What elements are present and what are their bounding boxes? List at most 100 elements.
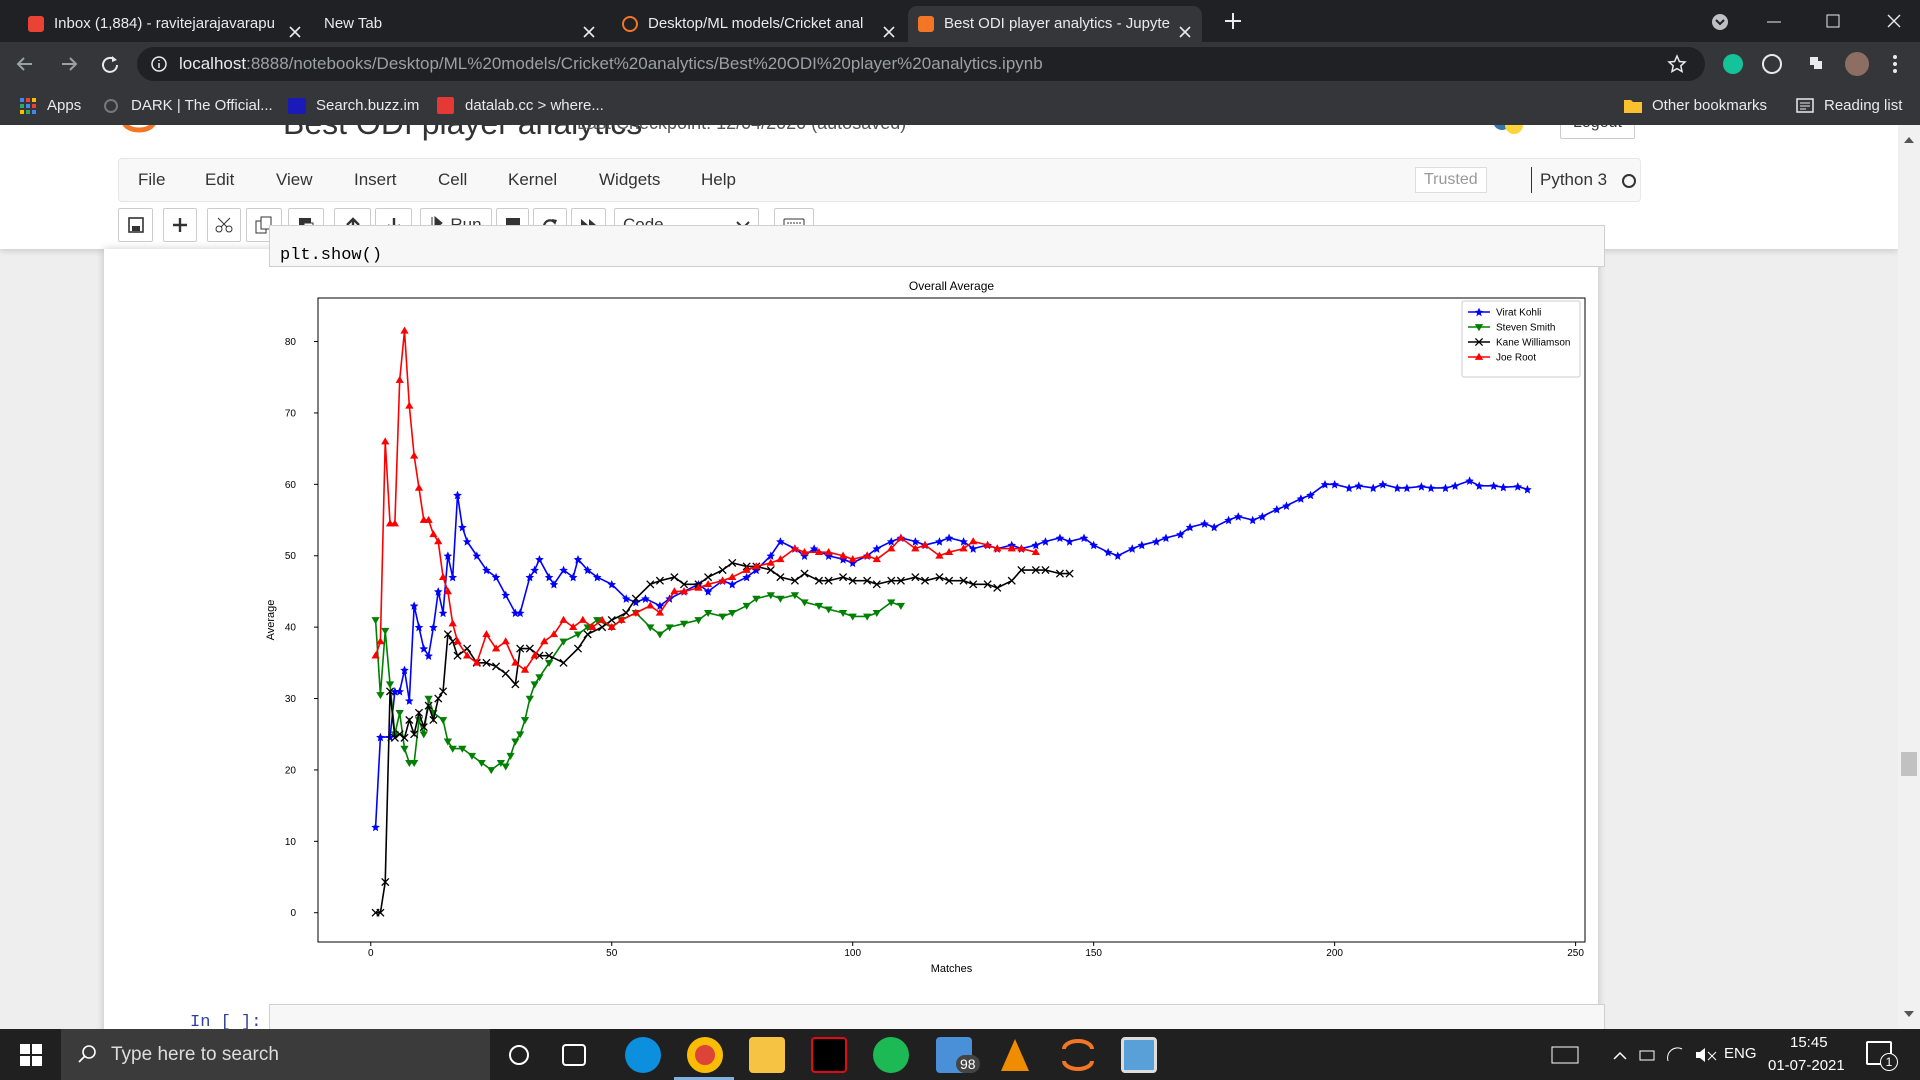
marker bbox=[872, 580, 881, 589]
notebook-title[interactable]: Best ODI player analytics bbox=[283, 125, 642, 142]
nav-buttons[interactable] bbox=[14, 52, 124, 76]
marker bbox=[944, 547, 954, 555]
task-view[interactable] bbox=[562, 1044, 586, 1066]
marker bbox=[959, 537, 968, 546]
marker bbox=[718, 565, 727, 575]
marker bbox=[703, 610, 713, 618]
spotify-icon[interactable] bbox=[873, 1037, 909, 1073]
trusted-indicator[interactable]: Trusted bbox=[1415, 167, 1487, 193]
marker bbox=[742, 565, 751, 573]
code-cell[interactable]: plt.show() bbox=[269, 225, 1605, 267]
tab[interactable]: Desktop/ML models/Cricket anal bbox=[612, 6, 906, 42]
menu-item[interactable]: Cell bbox=[438, 170, 468, 189]
bookmark[interactable]: Apps bbox=[47, 97, 82, 114]
marker bbox=[530, 565, 539, 575]
reading-list[interactable]: Reading list bbox=[1824, 97, 1903, 114]
marker bbox=[371, 651, 380, 659]
marker bbox=[1055, 569, 1064, 578]
marker bbox=[549, 579, 559, 589]
mail-icon[interactable]: 98 bbox=[936, 1037, 980, 1073]
menu-item[interactable]: Insert bbox=[354, 170, 397, 189]
marker bbox=[434, 537, 443, 545]
omnibox[interactable]: localhost:8888/notebooks/Desktop/ML%20mo… bbox=[137, 47, 1705, 81]
search-box[interactable]: Type here to search bbox=[61, 1029, 490, 1080]
language[interactable]: ENG bbox=[1724, 1045, 1757, 1062]
marker bbox=[776, 595, 785, 603]
bookmark[interactable]: datalab.cc > where... bbox=[465, 97, 604, 114]
plot-frame bbox=[317, 297, 1586, 943]
clock-date[interactable]: 01-07-2021 bbox=[1768, 1057, 1845, 1074]
logout-button[interactable]: Logout bbox=[1560, 125, 1635, 139]
cut-button[interactable] bbox=[207, 208, 241, 242]
menu-item[interactable]: Edit bbox=[205, 170, 235, 189]
bookmark-folder[interactable]: Other bookmarks bbox=[1652, 97, 1768, 114]
system-tray[interactable] bbox=[1550, 1045, 1720, 1065]
bookmark[interactable]: DARK | The Official... bbox=[131, 97, 273, 114]
marker bbox=[424, 515, 433, 523]
marker bbox=[448, 572, 458, 582]
photos-icon[interactable] bbox=[1121, 1037, 1157, 1073]
marker bbox=[1200, 519, 1209, 528]
legend-box bbox=[1461, 300, 1581, 378]
start-button[interactable] bbox=[20, 1044, 42, 1066]
marker bbox=[1441, 483, 1450, 493]
menu-item[interactable]: View bbox=[276, 170, 313, 189]
notifications[interactable]: 1 bbox=[1866, 1041, 1898, 1071]
close-icon[interactable] bbox=[1178, 17, 1192, 42]
marker bbox=[968, 544, 978, 553]
marker bbox=[1474, 481, 1484, 491]
new-tab-button[interactable] bbox=[1222, 10, 1244, 32]
marker bbox=[1007, 544, 1016, 552]
chrome-icon[interactable] bbox=[687, 1037, 723, 1073]
marker bbox=[1489, 481, 1498, 491]
marker bbox=[434, 694, 443, 703]
marker bbox=[578, 615, 587, 623]
empty-cell[interactable] bbox=[269, 1004, 1605, 1029]
vlc-icon[interactable] bbox=[997, 1037, 1033, 1073]
marker bbox=[443, 630, 452, 639]
marker bbox=[838, 551, 848, 559]
marker bbox=[935, 551, 944, 559]
tab-active[interactable]: Best ODI player analytics - Jupyte bbox=[908, 6, 1202, 42]
menu-item[interactable]: Kernel bbox=[508, 170, 558, 189]
marker bbox=[501, 763, 510, 771]
marker bbox=[679, 580, 689, 589]
marker bbox=[414, 622, 424, 632]
close-icon[interactable] bbox=[582, 17, 596, 42]
marker bbox=[1450, 481, 1460, 491]
window-controls[interactable] bbox=[1710, 10, 1910, 34]
save-button[interactable] bbox=[118, 208, 153, 242]
tab[interactable]: New Tab bbox=[312, 6, 606, 42]
extensions[interactable] bbox=[1720, 51, 1915, 77]
menu-item[interactable]: Widgets bbox=[599, 170, 661, 189]
close-icon[interactable] bbox=[288, 17, 302, 42]
menu-item[interactable]: Help bbox=[701, 170, 736, 189]
clock-time[interactable]: 15:45 bbox=[1790, 1034, 1828, 1051]
close-icon[interactable] bbox=[882, 17, 896, 42]
marker bbox=[887, 599, 896, 607]
marker bbox=[568, 572, 578, 582]
scroll-thumb[interactable] bbox=[1901, 752, 1917, 776]
marker bbox=[544, 660, 554, 668]
chart-title: Overall Average bbox=[909, 279, 994, 293]
insert-cell-button[interactable] bbox=[163, 208, 197, 242]
marker bbox=[463, 651, 472, 659]
taskbar: Type here to search 98 ENG 15:45 01-07-2… bbox=[0, 1029, 1920, 1080]
tab[interactable]: Inbox (1,884) - ravitejarajavarapu bbox=[18, 6, 312, 42]
marker bbox=[646, 624, 655, 632]
menu-item[interactable]: File bbox=[138, 170, 166, 189]
marker bbox=[621, 594, 631, 603]
marker bbox=[1513, 482, 1523, 491]
marker bbox=[1306, 490, 1315, 500]
marker bbox=[776, 555, 785, 563]
jupyter-taskbar-icon[interactable] bbox=[1060, 1037, 1096, 1073]
bookmark[interactable]: Search.buzz.im bbox=[316, 97, 420, 114]
edge-icon[interactable] bbox=[625, 1037, 661, 1073]
explorer-icon[interactable] bbox=[749, 1037, 785, 1073]
marker bbox=[824, 576, 833, 585]
netflix-icon[interactable] bbox=[811, 1037, 847, 1073]
marker bbox=[544, 572, 554, 582]
scrollbar[interactable] bbox=[1898, 125, 1920, 1029]
